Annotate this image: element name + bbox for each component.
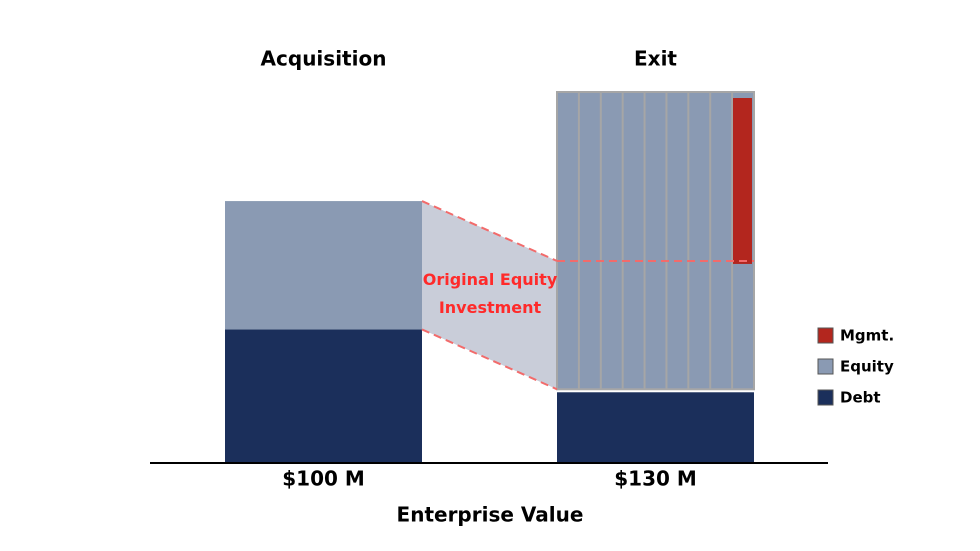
- legend-swatch: [817, 389, 834, 406]
- mgmt-bar: [733, 98, 752, 264]
- debt-bar: [225, 329, 422, 463]
- equity-bar: [556, 91, 755, 391]
- x-tick-label: $100 M: [282, 467, 365, 491]
- dashed-line: [421, 200, 558, 262]
- legend-swatch: [817, 358, 834, 375]
- x-axis-title: Enterprise Value: [397, 503, 584, 527]
- legend-label: Debt: [840, 389, 881, 407]
- equity-bridge: [422, 201, 557, 390]
- x-tick-label: $130 M: [614, 467, 697, 491]
- dashed-line: [421, 328, 558, 391]
- category-label: Acquisition: [261, 47, 387, 71]
- category-label: Exit: [634, 47, 677, 71]
- legend-swatch: [817, 327, 834, 344]
- legend-label: Mgmt.: [840, 327, 894, 345]
- equity-bar: [225, 201, 422, 330]
- debt-bar: [557, 392, 754, 463]
- annotation: Original Equity Investment: [422, 270, 558, 317]
- legend-label: Equity: [840, 358, 894, 376]
